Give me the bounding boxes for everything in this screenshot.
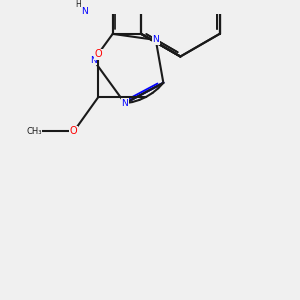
Text: N: N — [122, 99, 128, 108]
Text: N: N — [90, 56, 97, 65]
Text: O: O — [70, 126, 78, 136]
Text: CH₃: CH₃ — [26, 127, 42, 136]
Text: N: N — [81, 7, 88, 16]
Text: N: N — [152, 35, 159, 44]
Text: O: O — [95, 49, 102, 59]
Text: H: H — [75, 0, 81, 9]
